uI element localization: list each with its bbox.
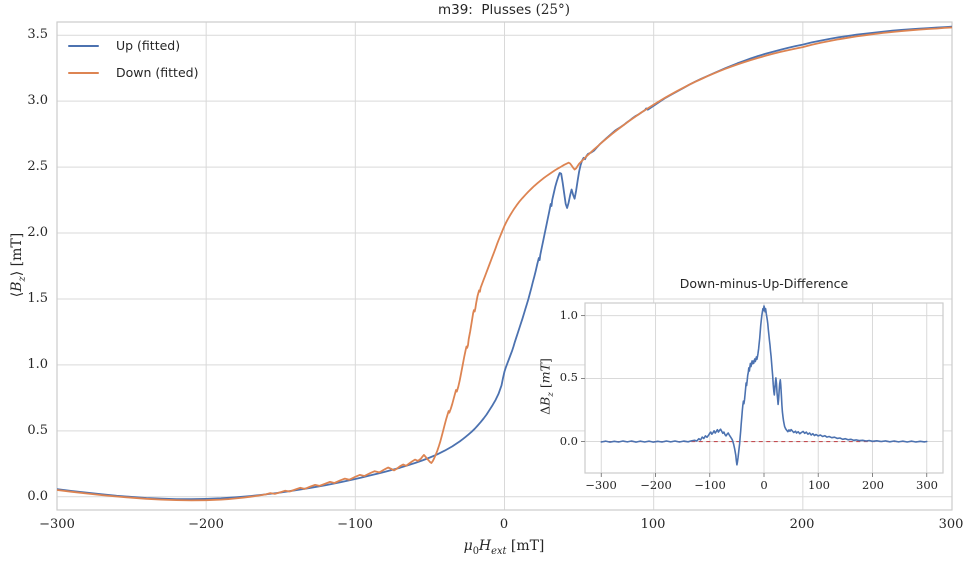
inset-y-axis-label-delta: Δ — [537, 405, 553, 415]
x-axis-label-mu-subscript: 0 — [472, 545, 479, 557]
x-axis-label: μ0Hext [mT] — [404, 538, 604, 557]
inset-x-tick-label: 200 — [862, 478, 884, 492]
y-tick-label: 1.5 — [27, 291, 48, 306]
y-axis-label: ⟨Bz⟩ [mT] — [9, 195, 28, 335]
chart-title-text: m39: Plusses — [437, 2, 536, 18]
y-axis-label-ket: ⟩ — [9, 270, 25, 277]
inset-x-tick-label: −300 — [585, 478, 617, 492]
y-tick-label: 0.0 — [27, 489, 48, 504]
y-axis-label-subscript: z — [16, 276, 28, 282]
legend-item-up: Up (fitted) — [68, 32, 198, 59]
y-tick-label: 1.0 — [27, 357, 48, 372]
legend-label-down: Down (fitted) — [116, 65, 199, 80]
x-axis-label-symbol: H — [478, 538, 492, 554]
inset-x-tick-label: 0 — [760, 478, 768, 492]
inset-title: Down-minus-Up-Difference — [679, 276, 849, 291]
inset-y-tick-label: 1.0 — [559, 308, 578, 322]
inset-y-axis-label-subscript: z — [546, 392, 556, 397]
x-tick-label: 200 — [789, 517, 815, 532]
legend-line-up-icon — [68, 44, 99, 47]
inset-y-axis-label: ΔBz [mT] — [537, 327, 557, 447]
inset-y-axis-label-bracket-right: ] — [537, 358, 553, 363]
inset-y-axis-label-symbol: B — [537, 396, 553, 406]
inset-x-tick-label: −100 — [694, 478, 726, 492]
inset-x-tick-label: 300 — [916, 478, 938, 492]
inset-y-tick-label: 0.0 — [559, 434, 578, 448]
x-tick-label: 300 — [938, 517, 964, 532]
x-axis-label-mu: μ — [463, 538, 473, 554]
chart-title: m39: Plusses (25°) — [304, 2, 704, 18]
legend: Up (fitted) Down (fitted) — [68, 32, 198, 86]
x-axis-label-unit: [mT] — [506, 538, 545, 554]
y-tick-label: 2.5 — [27, 159, 48, 174]
x-tick-label: 0 — [499, 517, 509, 532]
legend-line-down-icon — [68, 71, 99, 74]
chart-title-angle: (25°) — [535, 2, 571, 18]
x-tick-label: 100 — [640, 517, 666, 532]
inset-y-axis-label-bracket-left: [ — [537, 383, 553, 393]
legend-item-down: Down (fitted) — [68, 59, 198, 86]
y-tick-label: 3.5 — [27, 27, 48, 42]
x-tick-label: −100 — [337, 517, 373, 532]
x-axis-label-subscript: ext — [491, 545, 507, 557]
inset-y-tick-label: 0.5 — [559, 370, 578, 384]
legend-label-up: Up (fitted) — [116, 38, 181, 53]
inset-x-tick-label: −200 — [640, 478, 672, 492]
y-tick-label: 3.0 — [27, 93, 48, 108]
inset-x-tick-label: 100 — [808, 478, 830, 492]
y-tick-label: 2.0 — [27, 225, 48, 240]
y-axis-label-symbol: B — [9, 281, 25, 292]
x-tick-label: −300 — [39, 517, 75, 532]
y-tick-label: 0.5 — [27, 423, 48, 438]
x-tick-label: −200 — [188, 517, 224, 532]
